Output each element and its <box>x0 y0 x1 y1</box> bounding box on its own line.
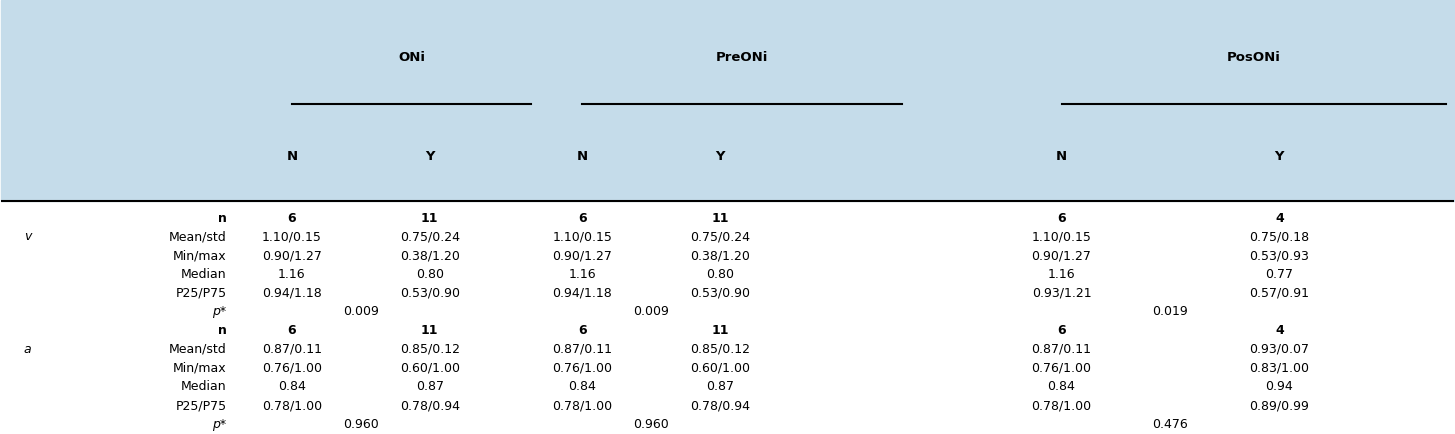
Text: Y: Y <box>1275 150 1285 163</box>
Text: 4: 4 <box>1275 211 1283 224</box>
Text: 0.93/0.07: 0.93/0.07 <box>1250 342 1310 355</box>
Text: 0.57/0.91: 0.57/0.91 <box>1250 286 1310 299</box>
Text: 0.87: 0.87 <box>706 379 735 392</box>
Text: 11: 11 <box>420 323 438 336</box>
Text: 1.16: 1.16 <box>278 267 306 280</box>
Text: 0.80: 0.80 <box>416 267 444 280</box>
Text: 6: 6 <box>1058 323 1067 336</box>
Text: n: n <box>218 323 227 336</box>
Text: 11: 11 <box>711 211 729 224</box>
Text: 0.009: 0.009 <box>343 305 378 318</box>
Text: 0.83/1.00: 0.83/1.00 <box>1250 361 1310 374</box>
Text: 0.76/1.00: 0.76/1.00 <box>262 361 322 374</box>
Text: 6: 6 <box>288 323 297 336</box>
Text: 0.80: 0.80 <box>706 267 735 280</box>
Text: PosONi: PosONi <box>1227 51 1280 64</box>
Text: v: v <box>23 230 31 243</box>
Text: 0.60/1.00: 0.60/1.00 <box>400 361 460 374</box>
Text: 0.76/1.00: 0.76/1.00 <box>1032 361 1091 374</box>
Text: 11: 11 <box>420 211 438 224</box>
Text: 6: 6 <box>578 323 586 336</box>
Text: 6: 6 <box>288 211 297 224</box>
Text: Min/max: Min/max <box>173 249 227 262</box>
Text: Y: Y <box>425 150 435 163</box>
Text: N: N <box>287 150 297 163</box>
Text: 0.84: 0.84 <box>1048 379 1075 392</box>
Text: N: N <box>1056 150 1067 163</box>
Text: 6: 6 <box>1058 211 1067 224</box>
Text: 11: 11 <box>711 323 729 336</box>
Text: 0.77: 0.77 <box>1266 267 1293 280</box>
Text: 0.38/1.20: 0.38/1.20 <box>400 249 460 262</box>
Text: Y: Y <box>716 150 725 163</box>
Text: 0.38/1.20: 0.38/1.20 <box>690 249 751 262</box>
Text: 0.78/0.94: 0.78/0.94 <box>690 398 751 411</box>
Text: 6: 6 <box>578 211 586 224</box>
Text: 0.85/0.12: 0.85/0.12 <box>400 342 460 355</box>
Text: Median: Median <box>180 267 227 280</box>
Text: 0.85/0.12: 0.85/0.12 <box>690 342 751 355</box>
Text: 0.89/0.99: 0.89/0.99 <box>1250 398 1310 411</box>
Text: 0.75/0.24: 0.75/0.24 <box>400 230 460 243</box>
Text: 0.94/1.18: 0.94/1.18 <box>553 286 613 299</box>
Text: 0.87/0.11: 0.87/0.11 <box>262 342 322 355</box>
Text: ONi: ONi <box>399 51 425 64</box>
Bar <box>1 1 1454 202</box>
Text: Min/max: Min/max <box>173 361 227 374</box>
Text: 0.60/1.00: 0.60/1.00 <box>690 361 751 374</box>
Text: 1.16: 1.16 <box>569 267 597 280</box>
Text: p*: p* <box>212 305 227 318</box>
Text: 1.10/0.15: 1.10/0.15 <box>1032 230 1091 243</box>
Text: 0.476: 0.476 <box>1152 417 1189 430</box>
Text: 0.53/0.90: 0.53/0.90 <box>400 286 460 299</box>
Text: 0.78/1.00: 0.78/1.00 <box>262 398 322 411</box>
Text: Median: Median <box>180 379 227 392</box>
Text: a: a <box>23 342 32 355</box>
Text: 0.960: 0.960 <box>343 417 378 430</box>
Text: 0.75/0.24: 0.75/0.24 <box>690 230 751 243</box>
Text: 0.76/1.00: 0.76/1.00 <box>553 361 613 374</box>
Text: 0.84: 0.84 <box>569 379 597 392</box>
Text: 0.93/1.21: 0.93/1.21 <box>1032 286 1091 299</box>
Text: P25/P75: P25/P75 <box>176 286 227 299</box>
Text: N: N <box>576 150 588 163</box>
Text: 0.78/1.00: 0.78/1.00 <box>553 398 613 411</box>
Text: n: n <box>218 211 227 224</box>
Text: 0.53/0.93: 0.53/0.93 <box>1250 249 1310 262</box>
Text: 0.78/0.94: 0.78/0.94 <box>400 398 460 411</box>
Text: 0.84: 0.84 <box>278 379 306 392</box>
Text: 0.019: 0.019 <box>1152 305 1189 318</box>
Text: 1.16: 1.16 <box>1048 267 1075 280</box>
Text: 0.90/1.27: 0.90/1.27 <box>262 249 322 262</box>
Text: 0.90/1.27: 0.90/1.27 <box>553 249 613 262</box>
Text: Mean/std: Mean/std <box>169 230 227 243</box>
Text: 0.75/0.18: 0.75/0.18 <box>1250 230 1310 243</box>
Text: p*: p* <box>212 417 227 430</box>
Text: 0.009: 0.009 <box>633 305 669 318</box>
Text: 0.78/1.00: 0.78/1.00 <box>1032 398 1091 411</box>
Text: 0.53/0.90: 0.53/0.90 <box>690 286 751 299</box>
Text: 4: 4 <box>1275 323 1283 336</box>
Text: 1.10/0.15: 1.10/0.15 <box>553 230 613 243</box>
Text: 0.87/0.11: 0.87/0.11 <box>553 342 613 355</box>
Text: 1.10/0.15: 1.10/0.15 <box>262 230 322 243</box>
Text: 0.87: 0.87 <box>416 379 444 392</box>
Text: 0.87/0.11: 0.87/0.11 <box>1032 342 1091 355</box>
Text: 0.94/1.18: 0.94/1.18 <box>262 286 322 299</box>
Text: 0.960: 0.960 <box>633 417 669 430</box>
Text: Mean/std: Mean/std <box>169 342 227 355</box>
Text: P25/P75: P25/P75 <box>176 398 227 411</box>
Text: PreONi: PreONi <box>716 51 768 64</box>
Text: 0.94: 0.94 <box>1266 379 1293 392</box>
Text: 0.90/1.27: 0.90/1.27 <box>1032 249 1091 262</box>
